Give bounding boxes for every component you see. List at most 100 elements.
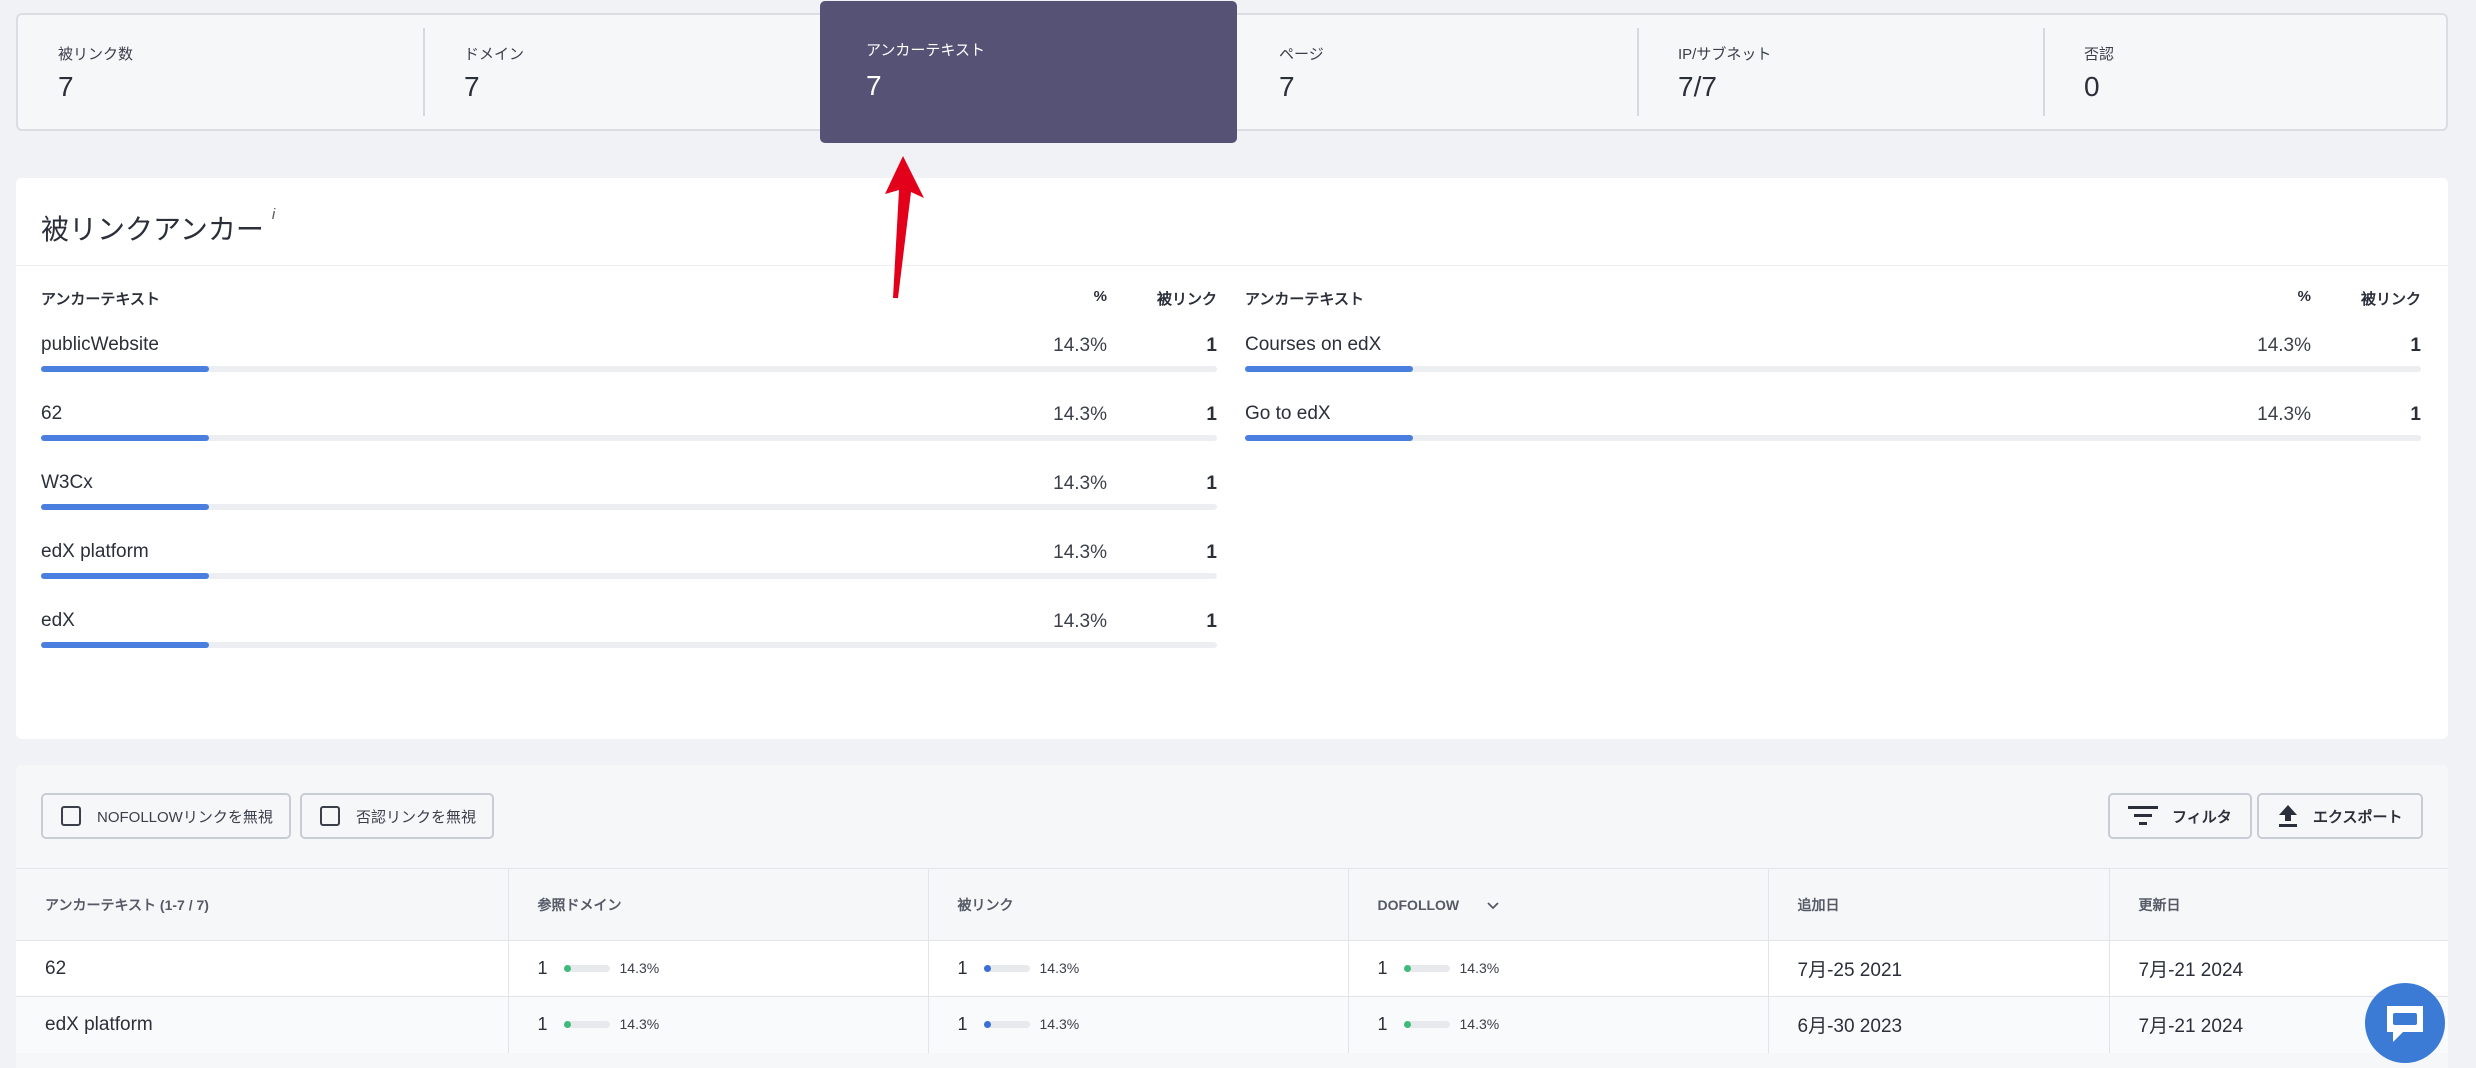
header-percent: % xyxy=(1093,288,1107,305)
mini-bar-track xyxy=(983,1020,1030,1028)
stat-label: ドメイン xyxy=(464,46,525,63)
mini-bar-dot xyxy=(1403,964,1411,972)
column-header-ref-domains[interactable]: 参照ドメイン xyxy=(508,868,929,941)
cell-anchor[interactable]: 62 xyxy=(16,940,509,997)
anchor-text[interactable]: W3Cx xyxy=(41,472,93,493)
cell-percent: 14.3% xyxy=(1459,960,1500,976)
anchor-row[interactable]: Courses on edX 14.3% 1 xyxy=(1245,328,2421,397)
chevron-down-icon[interactable] xyxy=(1487,901,1499,910)
anchor-text[interactable]: edX xyxy=(41,610,75,631)
cell-anchor[interactable]: edX platform xyxy=(16,996,509,1053)
anchor-text[interactable]: 62 xyxy=(41,403,63,424)
column-header-dofollow[interactable]: DOFOLLOW xyxy=(1348,868,1769,941)
anchor-list-right: アンカーテキスト % 被リンク Courses on edX 14.3% 1 Go t… xyxy=(1245,288,2421,466)
checkbox-label: NOFOLLOWリンクを無視 xyxy=(97,808,273,826)
upload-icon xyxy=(2279,805,2297,827)
ignore-nofollow-checkbox[interactable]: NOFOLLOWリンクを無視 xyxy=(41,793,291,839)
share-bar-track xyxy=(41,504,1217,510)
cell-count: 1 xyxy=(957,957,968,978)
header-backlinks: 被リンク xyxy=(2360,291,2421,308)
mini-bar-track xyxy=(1403,964,1450,972)
mini-bar-track xyxy=(1403,1020,1450,1028)
table-row[interactable]: 62 1 14.3% 1 14.3% 1 14.3% 7月-25 2021 7月-21 2024 xyxy=(16,940,2448,997)
table-row[interactable]: edX platform 1 14.3% 1 14.3% 1 14.3% 6月-30 2023… xyxy=(16,996,2448,1053)
checkbox-label: 否認リンクを無視 xyxy=(356,808,477,826)
mini-bar-track xyxy=(563,1020,610,1028)
anchor-row[interactable]: edX 14.3% 1 xyxy=(41,604,1217,673)
stat-label: IP/サブネット xyxy=(1678,46,1772,63)
mini-bar-dot xyxy=(563,1020,571,1028)
checkbox-icon[interactable] xyxy=(320,806,340,826)
header-anchor-text: アンカーテキスト xyxy=(41,291,160,308)
anchor-percent: 14.3% xyxy=(1053,542,1107,563)
cell-percent: 14.3% xyxy=(1459,1016,1500,1033)
anchor-text[interactable]: Go to edX xyxy=(1245,403,1331,424)
anchor-percent: 14.3% xyxy=(1053,473,1107,494)
ref-domains-meter: 1 14.3% xyxy=(538,958,660,979)
share-bar-track xyxy=(1245,435,2421,441)
column-header-added[interactable]: 追加日 xyxy=(1768,868,2110,941)
anchor-text[interactable]: publicWebsite xyxy=(41,334,159,355)
mini-bar-track xyxy=(983,964,1030,972)
stat-disavowed[interactable]: 否認 0 xyxy=(2044,15,2448,129)
column-header-updated[interactable]: 更新日 xyxy=(2109,868,2448,941)
anchor-row[interactable]: publicWebsite 14.3% 1 xyxy=(41,328,1217,397)
stat-label: ページ xyxy=(1279,46,1324,63)
anchor-percent: 14.3% xyxy=(2257,404,2311,425)
cell-count: 1 xyxy=(1377,1013,1388,1034)
cell-ref-domains: 1 14.3% xyxy=(508,940,929,997)
divider xyxy=(1637,28,1639,116)
stat-anchor-text-active[interactable]: アンカーテキスト 7 xyxy=(820,1,1237,143)
checkbox-icon[interactable] xyxy=(61,806,81,826)
anchor-data-table: アンカーテキスト (1-7 / 7) 参照ドメイン 被リンク DOFOLLOW … xyxy=(16,868,2448,1053)
stat-domains[interactable]: ドメイン 7 xyxy=(424,15,830,129)
mini-bar-dot xyxy=(563,964,571,972)
export-button[interactable]: エクスポート xyxy=(2257,793,2423,839)
anchor-percent: 14.3% xyxy=(1053,611,1107,632)
backlinks-meter: 1 14.3% xyxy=(958,958,1080,979)
column-header-dofollow-label: DOFOLLOW xyxy=(1377,896,1460,913)
anchor-table-card: NOFOLLOWリンクを無視 否認リンクを無視 フィルタ エクスポート アンカー… xyxy=(16,765,2448,1068)
stat-value: 0 xyxy=(2084,71,2100,102)
anchor-row[interactable]: 62 14.3% 1 xyxy=(41,397,1217,466)
filter-button[interactable]: フィルタ xyxy=(2108,793,2252,839)
stat-pages[interactable]: ページ 7 xyxy=(1239,15,1645,129)
stat-backlinks[interactable]: 被リンク数 7 xyxy=(18,15,424,129)
divider xyxy=(423,28,425,116)
info-icon[interactable]: i xyxy=(271,206,276,223)
anchor-backlink-count: 1 xyxy=(1206,404,1217,425)
anchor-row[interactable]: W3Cx 14.3% 1 xyxy=(41,466,1217,535)
stat-ip-subnet[interactable]: IP/サブネット 7/7 xyxy=(1638,15,2044,129)
share-bar-fill xyxy=(41,435,210,441)
card-header: 被リンクアンカー i xyxy=(16,178,2448,266)
anchor-backlink-count: 1 xyxy=(1206,611,1217,632)
cell-added: 6月-30 2023 xyxy=(1768,996,2110,1053)
header-anchor-text: アンカーテキスト xyxy=(1245,291,1364,308)
anchor-backlink-count: 1 xyxy=(1206,335,1217,356)
filter-label: フィルタ xyxy=(2172,808,2232,826)
share-bar-track xyxy=(1245,366,2421,372)
anchor-text[interactable]: edX platform xyxy=(41,541,149,562)
stat-value: 7 xyxy=(1279,71,1295,102)
column-header-anchor[interactable]: アンカーテキスト (1-7 / 7) xyxy=(16,868,509,941)
ignore-disavowed-checkbox[interactable]: 否認リンクを無視 xyxy=(300,793,495,839)
mini-bar-dot xyxy=(983,1020,991,1028)
anchor-row[interactable]: edX platform 14.3% 1 xyxy=(41,535,1217,604)
anchor-row[interactable]: Go to edX 14.3% 1 xyxy=(1245,397,2421,466)
cell-count: 1 xyxy=(537,1013,548,1034)
share-bar-track xyxy=(41,642,1217,648)
cell-backlinks: 1 14.3% xyxy=(928,996,1349,1053)
table-header-row: アンカーテキスト (1-7 / 7) 参照ドメイン 被リンク DOFOLLOW … xyxy=(16,868,2448,941)
anchor-backlink-count: 1 xyxy=(2410,404,2421,425)
chat-support-button[interactable] xyxy=(2365,983,2445,1063)
stat-label: アンカーテキスト xyxy=(866,42,985,59)
stat-value: 7 xyxy=(866,70,882,101)
column-header-backlinks[interactable]: 被リンク xyxy=(928,868,1349,941)
cell-added: 7月-25 2021 xyxy=(1768,940,2110,997)
share-bar-fill xyxy=(41,366,210,372)
share-bar-fill xyxy=(41,504,210,510)
anchor-list-header: アンカーテキスト % 被リンク xyxy=(1245,288,2421,328)
anchor-percent: 14.3% xyxy=(1053,404,1107,425)
anchor-text[interactable]: Courses on edX xyxy=(1245,334,1382,355)
cell-percent: 14.3% xyxy=(619,960,660,976)
